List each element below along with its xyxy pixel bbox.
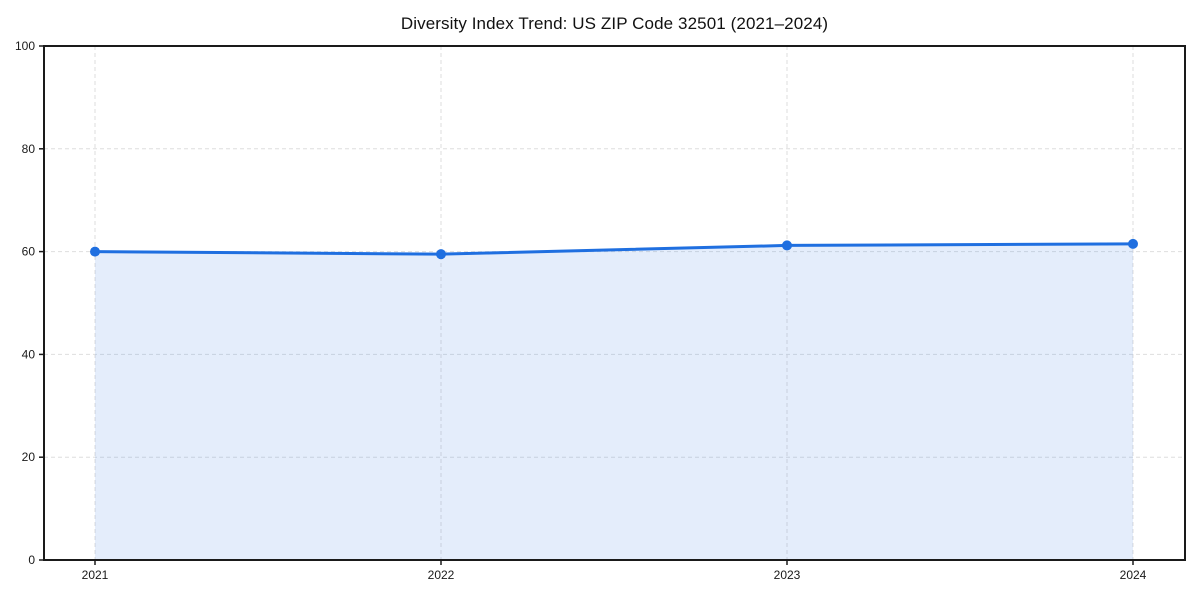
data-points [90,238,1138,260]
x-tick-label: 2023 [774,568,801,582]
area-fill [95,243,1133,560]
y-tick-label: 80 [22,142,36,156]
data-point-marker [1128,238,1138,249]
x-tick-label: 2021 [82,568,109,582]
data-point-marker [90,246,100,257]
y-tick-label: 100 [15,39,35,53]
y-tick-label: 0 [28,553,35,567]
y-tick-label: 20 [22,450,36,464]
y-tick-label: 60 [22,245,36,259]
x-tick-label: 2024 [1120,568,1147,582]
y-tick-label: 40 [22,347,36,361]
data-point-marker [782,240,792,251]
x-tick-label: 2022 [428,568,455,582]
trend-line [93,242,1135,256]
plot-frame [43,45,1186,561]
y-axis: 0 20 40 60 80 100 [15,39,44,567]
x-axis: 2021 2022 2023 2024 [82,560,1147,582]
data-point-marker [436,249,446,260]
chart-title: Diversity Index Trend: US ZIP Code 32501… [400,14,829,33]
